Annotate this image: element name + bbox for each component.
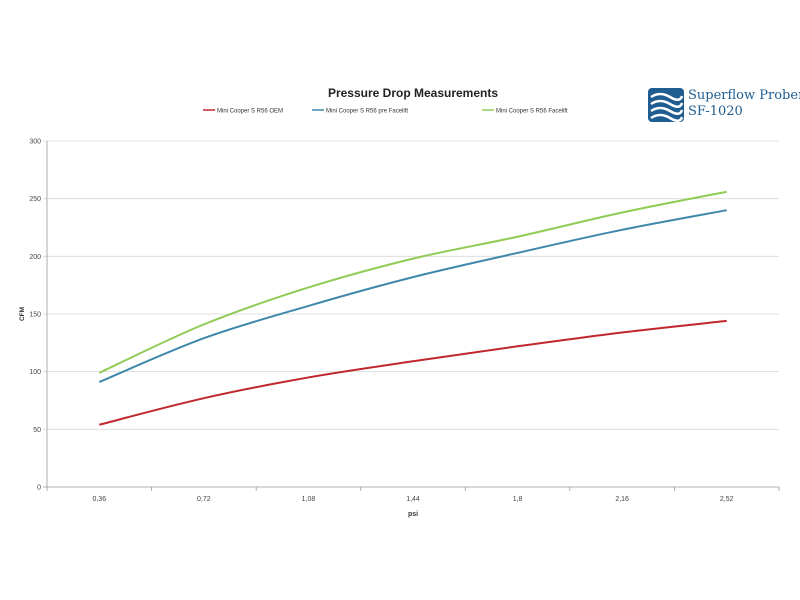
x-tick-label: 0,36 bbox=[92, 496, 106, 503]
y-tick-label: 0 bbox=[37, 485, 41, 492]
x-axis-label: psi bbox=[408, 511, 418, 518]
legend-label: Mini Cooper S R56 pre Facelift bbox=[326, 109, 408, 115]
x-tick-label: 1,08 bbox=[302, 496, 316, 503]
legend-label: Mini Cooper S R56 OEM bbox=[217, 109, 283, 115]
y-tick-label: 50 bbox=[33, 427, 41, 434]
x-tick-label: 2,52 bbox=[720, 496, 734, 503]
x-tick-label: 2,16 bbox=[615, 496, 629, 503]
y-tick-label: 150 bbox=[29, 312, 41, 319]
series-line bbox=[98, 190, 727, 374]
series-line bbox=[98, 209, 727, 383]
y-tick-label: 200 bbox=[29, 254, 41, 261]
x-tick-label: 1,44 bbox=[406, 496, 420, 503]
logo-line-2: SF-1020 bbox=[688, 104, 743, 119]
y-axis-label: CFM bbox=[19, 307, 26, 321]
series-line bbox=[99, 319, 727, 426]
x-tick-label: 0,72 bbox=[197, 496, 211, 503]
superflow-wave-icon bbox=[648, 88, 684, 122]
y-tick-label: 300 bbox=[29, 139, 41, 146]
chart-title: Pressure Drop Measurements bbox=[328, 86, 498, 100]
superflow-logo: Superflow Probench SF-1020 bbox=[648, 88, 800, 122]
x-tick-label: 1,8 bbox=[513, 496, 523, 503]
logo-line-1: Superflow Probench bbox=[688, 88, 800, 103]
legend-label: Mini Cooper S R56 Facelift bbox=[496, 109, 568, 115]
y-tick-label: 100 bbox=[29, 369, 41, 376]
y-tick-label: 250 bbox=[29, 196, 41, 203]
